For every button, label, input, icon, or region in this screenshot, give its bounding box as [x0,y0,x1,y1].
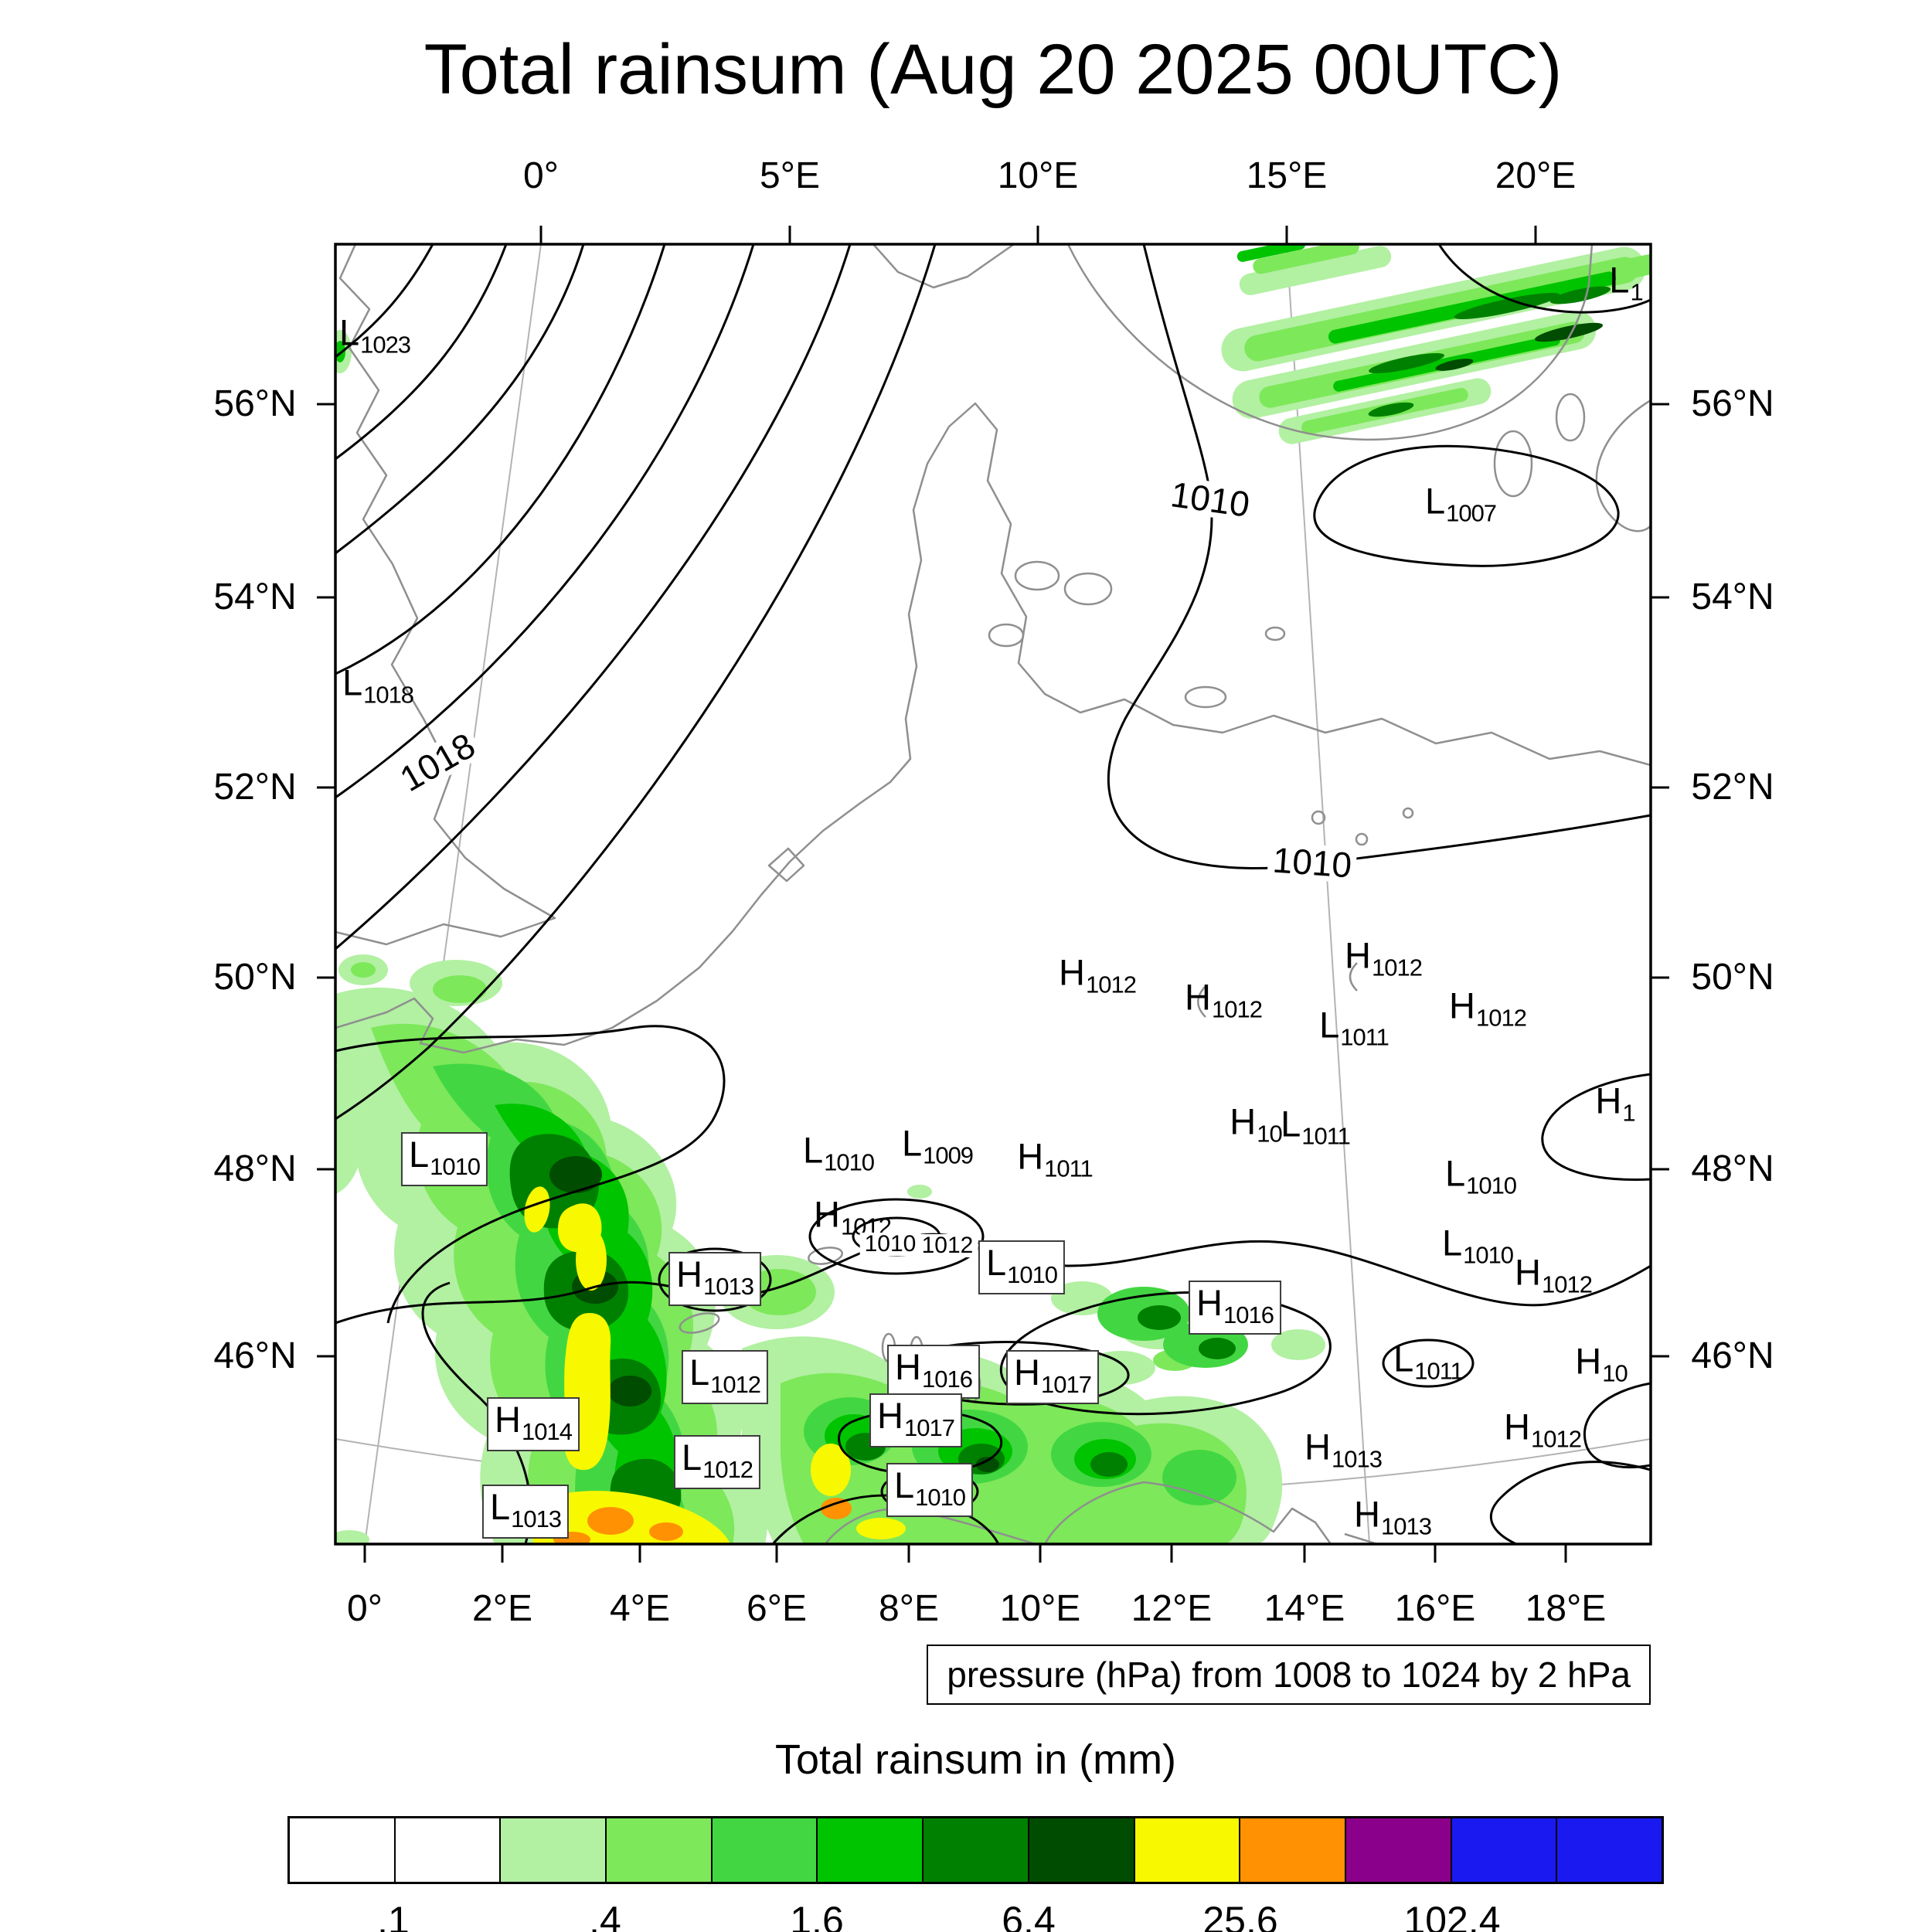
colorbar-cell [1345,1818,1452,1882]
tick-label-top: 20°E [1495,155,1577,196]
colorbar-cell [818,1818,924,1882]
pressure-center-h1017: H1017 [1006,1350,1099,1404]
tick-label-left: 56°N [213,383,297,424]
colorbar-cell [1029,1818,1135,1882]
tick-label-bottom: 18°E [1525,1588,1607,1629]
pressure-center-h1: H1 [1595,1080,1635,1127]
colorbar-cell [1557,1818,1662,1882]
tick-label-bottom: 8°E [879,1588,939,1629]
tick-label-top: 15°E [1246,155,1328,196]
contour-label-1010: 1010 [1267,839,1358,886]
tick-label-bottom: 16°E [1394,1588,1476,1629]
pressure-center-h1017: H1017 [869,1393,962,1447]
colorbar-tick-label: .4 [589,1899,621,1932]
tick-label-left: 46°N [213,1335,297,1376]
tick-label-top: 0° [523,155,559,196]
tick-label-left: 50°N [213,957,297,998]
map-frame [334,243,1652,1546]
colorbar-tick-label: .1 [377,1899,410,1932]
pressure-center-h1012: H1012 [1449,985,1527,1032]
pressure-center-l1010: L1010 [1444,1152,1517,1199]
legend-title: Total rainsum in (mm) [774,1736,1177,1783]
pressure-center-h1013: H1013 [1354,1493,1432,1540]
pressure-center-h1014: H1014 [487,1397,580,1451]
pressure-center-l1012: L1012 [681,1350,769,1404]
coastlines [335,244,1651,1544]
pressure-center-h1012: H1012 [1345,934,1423,981]
pressure-center-h10: H10 [1230,1100,1282,1148]
colorbar [287,1816,1664,1884]
tick-label-right: 52°N [1691,767,1774,808]
pressure-center-l1010: L1010 [978,1240,1066,1294]
colorbar-cell [712,1818,818,1882]
tick-label-bottom: 4°E [610,1588,670,1629]
colorbar-cell [1451,1818,1558,1882]
tick-label-right: 54°N [1691,577,1774,617]
tick-label-right: 50°N [1691,957,1774,998]
colorbar-tick-label: 102.4 [1403,1899,1501,1932]
pressure-center-l1011: L1011 [1281,1103,1351,1150]
tick-label-bottom: 10°E [999,1588,1081,1629]
rain-shading [335,244,1651,1544]
pressure-center-h1013: H1013 [1304,1426,1383,1473]
tick-label-right: 46°N [1691,1335,1774,1376]
tick-label-right: 56°N [1691,383,1774,424]
pressure-center-l1007: L1007 [1424,480,1497,527]
pressure-center-h10: H10 [1575,1340,1628,1387]
pressure-center-l1011: L1011 [1319,1004,1389,1051]
colorbar-cell [290,1818,396,1882]
tick-label-bottom: 0° [347,1588,383,1629]
tick-label-bottom: 6°E [747,1588,807,1629]
colorbar-cell [501,1818,607,1882]
tick-label-bottom: 14°E [1264,1588,1345,1629]
tick-label-right: 48°N [1691,1148,1774,1189]
pressure-center-l1: L1 [1609,259,1643,306]
pressure-center-l1010: L1010 [1441,1222,1514,1269]
pressure-center-h1012: H1012 [1515,1251,1593,1298]
pressure-caption: pressure (hPa) from 1008 to 1024 by 2 hP… [927,1645,1651,1705]
pressure-center-h1011: H1011 [1017,1135,1094,1182]
tick-label-bottom: 12°E [1131,1588,1213,1629]
pressure-center-h1016: H1016 [887,1345,980,1399]
pressure-center-l1012: L1012 [673,1435,761,1489]
colorbar-tick-label: 1.6 [790,1899,844,1932]
chart-title: Total rainsum (Aug 20 2025 00UTC) [423,30,1563,109]
pressure-center-h1016: H1016 [1189,1281,1281,1335]
colorbar-cell [607,1818,713,1882]
pressure-center-l1010: L1010 [886,1463,974,1517]
pressure-center-l1018: L1018 [342,662,414,709]
tick-label-bottom: 2°E [472,1588,532,1629]
tick-label-top: 5°E [760,155,820,196]
tick-label-left: 48°N [213,1148,297,1189]
pressure-center-h1012: H1012 [1059,951,1137,998]
colorbar-cell [1134,1818,1241,1882]
contour-label-1012: 1012 [917,1234,978,1257]
pressure-center-h1012: H1012 [1504,1406,1582,1453]
tick-label-left: 52°N [213,767,297,808]
colorbar-cell [1240,1818,1346,1882]
pressure-center-h1012: H1012 [1185,976,1263,1023]
tick-label-left: 54°N [213,577,297,617]
colorbar-cell [923,1818,1029,1882]
pressure-center-h1013: H1013 [668,1252,761,1306]
pressure-center-l1009: L1009 [901,1122,974,1169]
pressure-center-l1010: L1010 [802,1129,875,1176]
colorbar-tick-label: 6.4 [1002,1899,1056,1932]
pressure-center-l1010: L1010 [400,1132,488,1186]
pressure-center-l1023: L1023 [338,311,411,359]
axis-ticks [317,226,1669,1563]
pressure-center-l1011: L1011 [1393,1338,1464,1385]
pressure-center-l1013: L1013 [481,1485,570,1539]
colorbar-cell [395,1818,502,1882]
contour-label-1010: 1010 [859,1233,921,1256]
colorbar-tick-label: 25.6 [1202,1899,1278,1932]
tick-label-top: 10°E [997,155,1079,196]
